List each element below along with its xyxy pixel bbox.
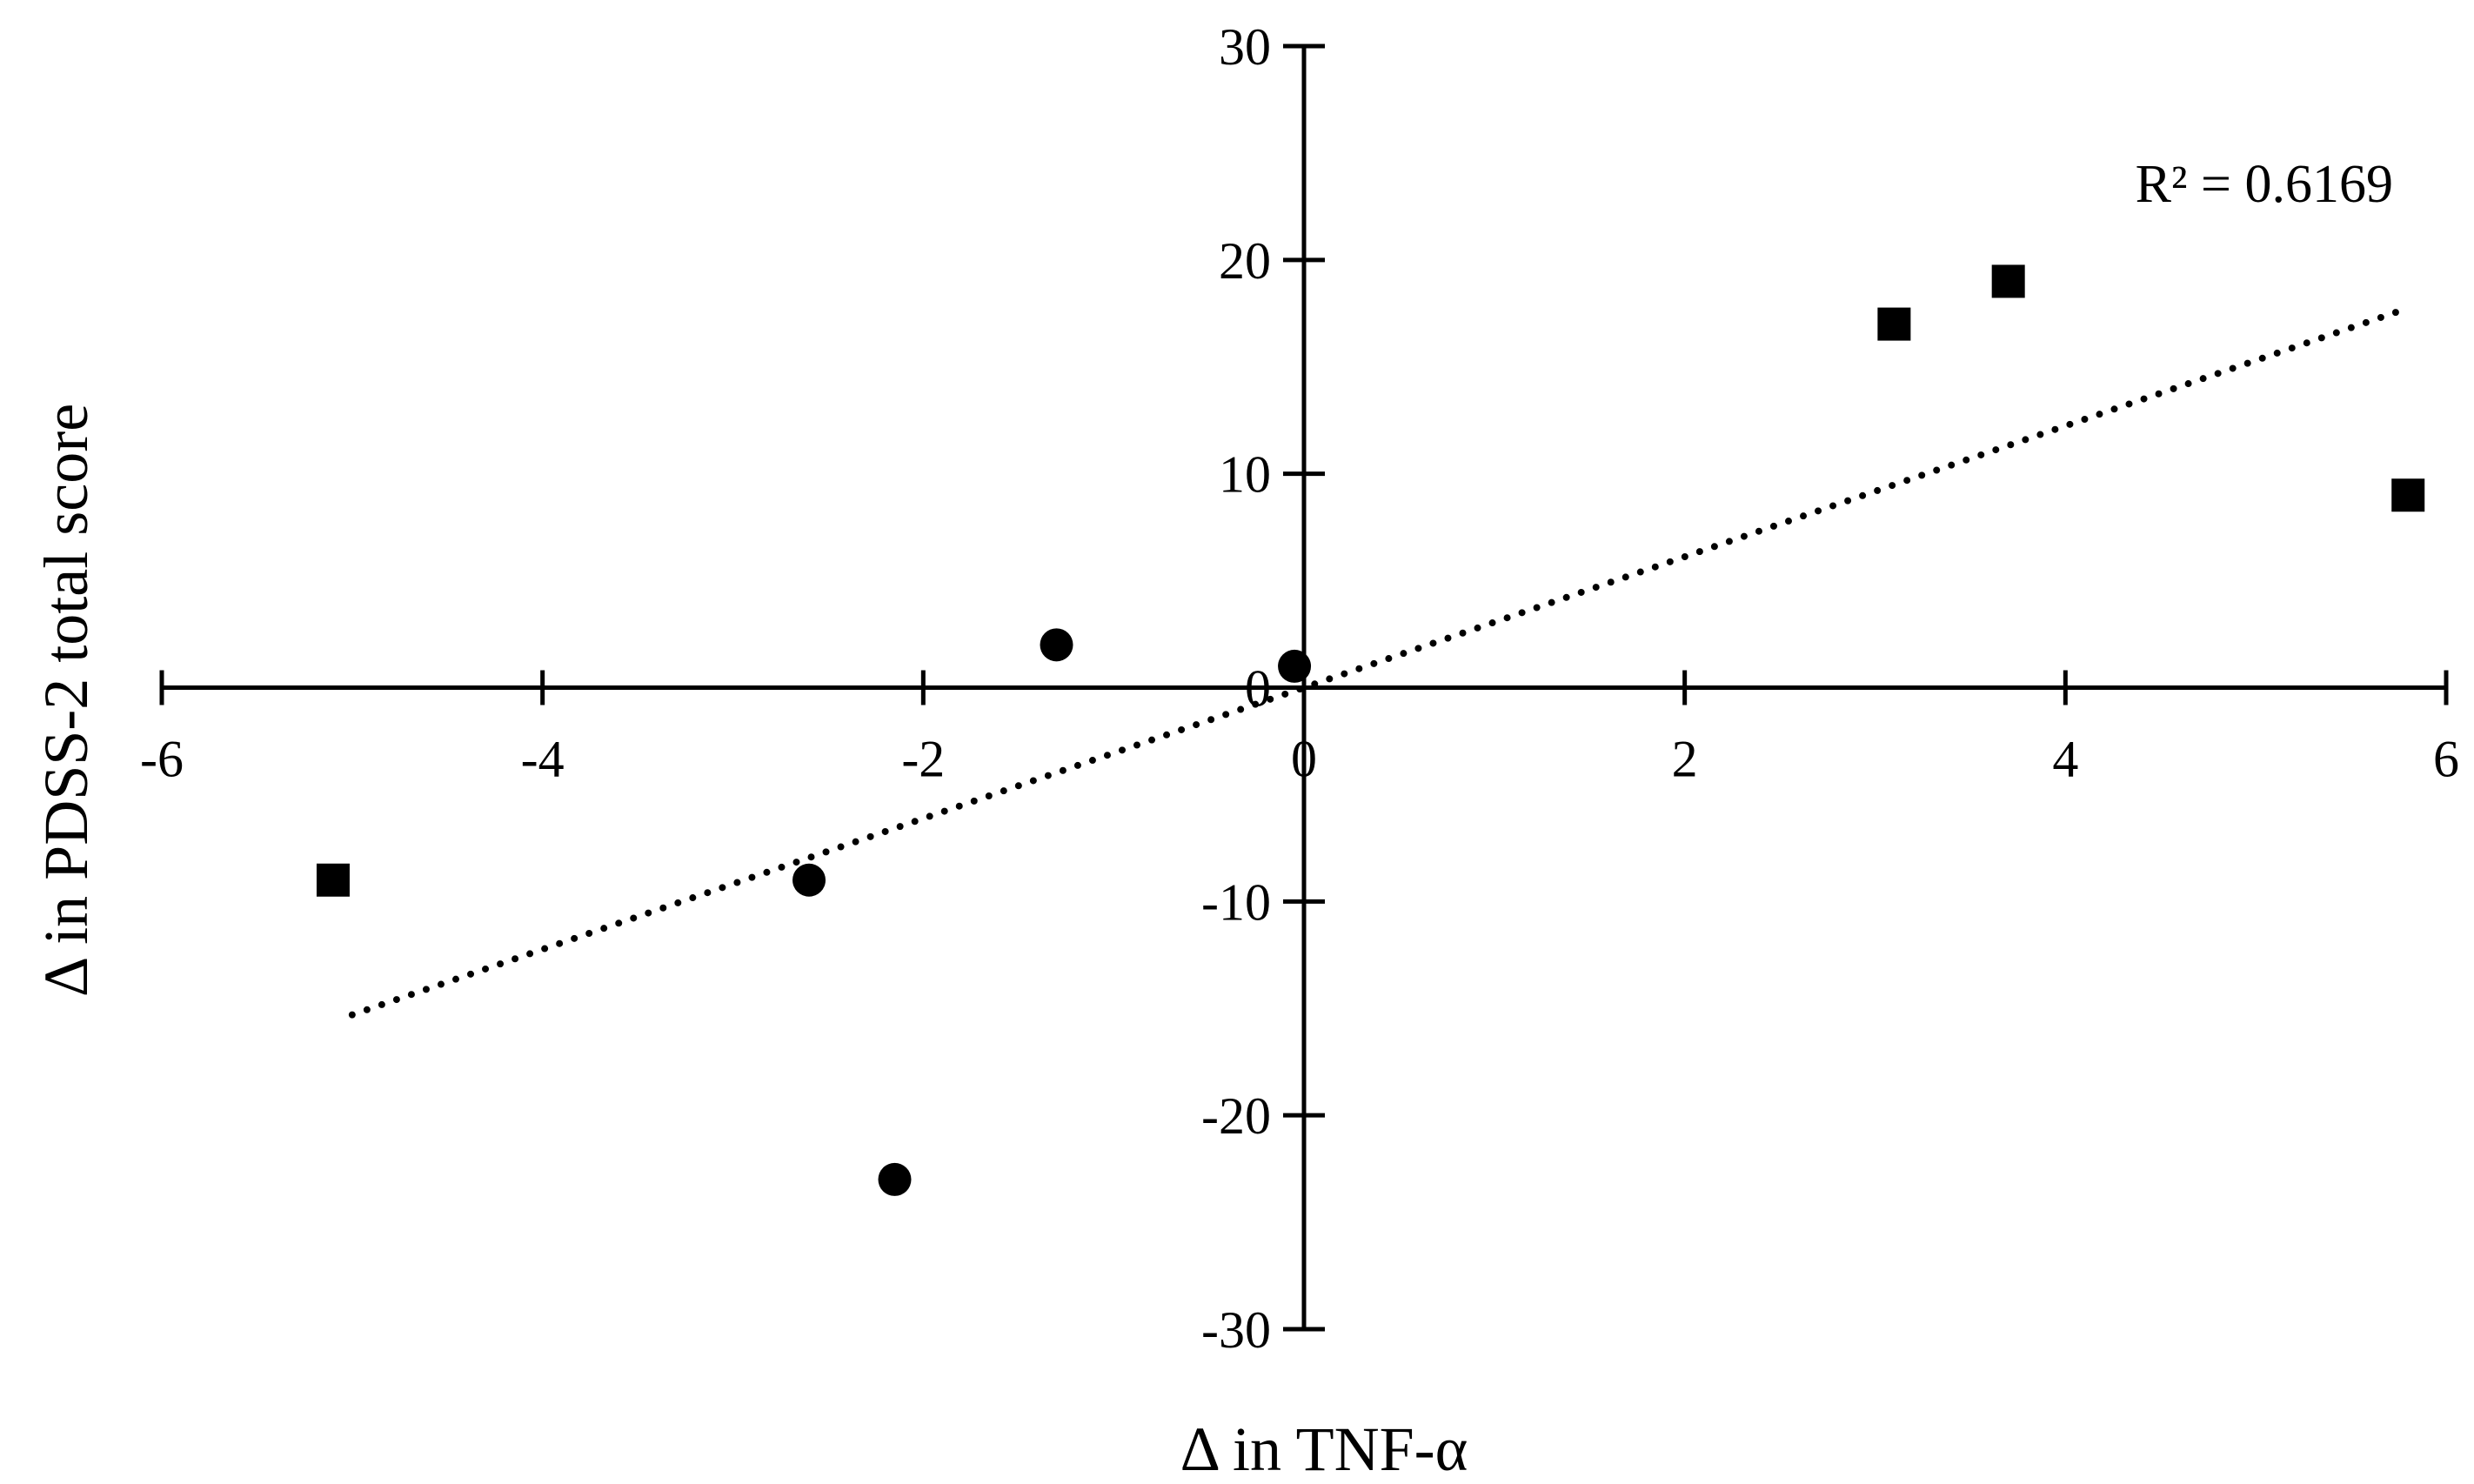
data-points — [316, 264, 2425, 1196]
y-axis-title: Δ in PDSS-2 total score — [31, 404, 101, 997]
data-point-circle — [1278, 649, 1312, 683]
trendline — [348, 304, 2412, 1019]
y-tick-label: 30 — [1219, 18, 1271, 76]
y-tick-label: -20 — [1201, 1087, 1271, 1145]
data-point-circle — [792, 863, 826, 897]
y-tick-label: 10 — [1219, 446, 1271, 504]
data-point-circle — [878, 1162, 912, 1196]
trendline-layer — [348, 304, 2412, 1019]
x-tick-label: -4 — [521, 731, 565, 788]
x-tick-label: 4 — [2052, 731, 2078, 788]
r-squared-annotation: R² = 0.6169 — [2136, 155, 2393, 214]
y-tick-label: 0 — [1245, 660, 1271, 718]
x-tick-label: -2 — [901, 731, 945, 788]
x-tick-label: 0 — [1291, 731, 1317, 788]
data-point-square — [1877, 307, 1911, 341]
x-axis-title: Δ in TNF-α — [1180, 1414, 1468, 1484]
data-point-circle — [1040, 628, 1073, 662]
y-ticks: -30 -20 -10 0 10 20 30 — [1201, 18, 1325, 1359]
data-point-square — [316, 863, 350, 897]
y-tick-label: -10 — [1201, 873, 1271, 931]
y-tick-label: 20 — [1219, 232, 1271, 290]
data-point-square — [2391, 478, 2425, 512]
x-tick-label: -6 — [140, 731, 184, 788]
data-point-square — [1991, 264, 2025, 298]
x-tick-label: 2 — [1672, 731, 1698, 788]
x-tick-label: 6 — [2433, 731, 2459, 788]
y-tick-label: -30 — [1201, 1301, 1271, 1359]
x-ticks: -6 -4 -2 0 2 4 6 — [140, 670, 2459, 788]
